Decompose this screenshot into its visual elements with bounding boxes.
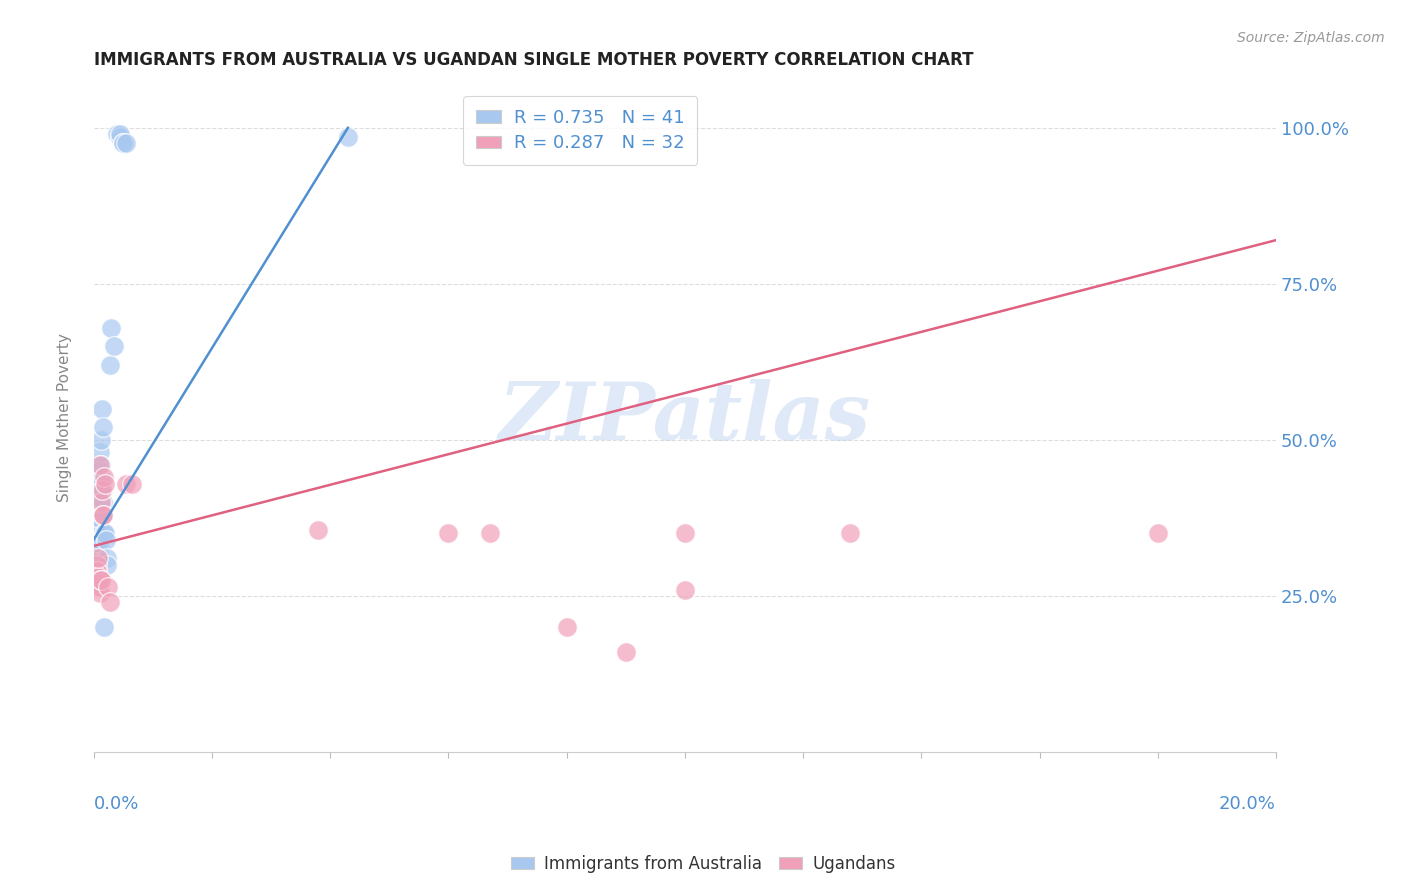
- Point: [90, 470, 112, 484]
- Point: [673, 582, 696, 597]
- Point: [86, 558, 108, 572]
- Point: [87, 545, 110, 559]
- Point: [87, 551, 110, 566]
- Point: [112, 136, 135, 151]
- Point: [94, 476, 117, 491]
- Point: [96, 551, 118, 566]
- Point: [98, 358, 121, 372]
- Point: [90, 458, 112, 472]
- Point: [89, 495, 111, 509]
- Point: [89, 483, 111, 497]
- Point: [87, 551, 110, 566]
- Point: [91, 495, 114, 509]
- Point: [110, 130, 132, 145]
- Point: [91, 508, 114, 522]
- Point: [336, 130, 359, 145]
- Text: ZIPatlas: ZIPatlas: [499, 379, 870, 457]
- Point: [89, 586, 111, 600]
- Point: [93, 620, 115, 634]
- Legend: Immigrants from Australia, Ugandans: Immigrants from Australia, Ugandans: [503, 848, 903, 880]
- Point: [90, 574, 112, 588]
- Text: IMMIGRANTS FROM AUSTRALIA VS UGANDAN SINGLE MOTHER POVERTY CORRELATION CHART: IMMIGRANTS FROM AUSTRALIA VS UGANDAN SIN…: [94, 51, 973, 69]
- Point: [91, 483, 114, 497]
- Point: [89, 580, 111, 594]
- Point: [91, 508, 114, 522]
- Point: [673, 526, 696, 541]
- Point: [90, 433, 112, 447]
- Point: [839, 526, 862, 541]
- Point: [89, 464, 111, 478]
- Point: [87, 570, 110, 584]
- Point: [89, 576, 111, 591]
- Point: [614, 645, 637, 659]
- Point: [89, 458, 111, 472]
- Point: [112, 136, 135, 151]
- Point: [86, 564, 108, 578]
- Point: [110, 127, 132, 141]
- Point: [87, 570, 110, 584]
- Point: [115, 476, 138, 491]
- Point: [87, 536, 110, 550]
- Point: [86, 567, 108, 582]
- Point: [103, 339, 125, 353]
- Point: [478, 526, 501, 541]
- Point: [86, 564, 108, 578]
- Point: [90, 495, 112, 509]
- Point: [121, 476, 143, 491]
- Point: [90, 574, 112, 588]
- Y-axis label: Single Mother Poverty: Single Mother Poverty: [58, 334, 72, 502]
- Point: [87, 580, 110, 594]
- Point: [307, 524, 329, 538]
- Point: [91, 420, 114, 434]
- Text: Source: ZipAtlas.com: Source: ZipAtlas.com: [1237, 31, 1385, 45]
- Point: [91, 508, 114, 522]
- Point: [100, 320, 122, 334]
- Point: [94, 526, 117, 541]
- Point: [86, 558, 108, 572]
- Point: [91, 401, 114, 416]
- Point: [115, 136, 138, 151]
- Point: [86, 574, 108, 588]
- Point: [87, 576, 110, 591]
- Point: [555, 620, 578, 634]
- Point: [93, 470, 115, 484]
- Legend: R = 0.735   N = 41, R = 0.287   N = 32: R = 0.735 N = 41, R = 0.287 N = 32: [464, 96, 697, 165]
- Point: [86, 567, 108, 582]
- Point: [90, 476, 112, 491]
- Point: [87, 574, 110, 588]
- Point: [1146, 526, 1168, 541]
- Text: 20.0%: 20.0%: [1219, 796, 1277, 814]
- Point: [93, 526, 115, 541]
- Point: [87, 511, 110, 525]
- Point: [105, 127, 128, 141]
- Text: 0.0%: 0.0%: [94, 796, 139, 814]
- Point: [97, 580, 120, 594]
- Point: [91, 483, 114, 497]
- Point: [96, 558, 118, 572]
- Point: [89, 445, 111, 459]
- Point: [94, 533, 117, 547]
- Point: [98, 595, 121, 609]
- Point: [437, 526, 460, 541]
- Point: [91, 483, 114, 497]
- Point: [87, 524, 110, 538]
